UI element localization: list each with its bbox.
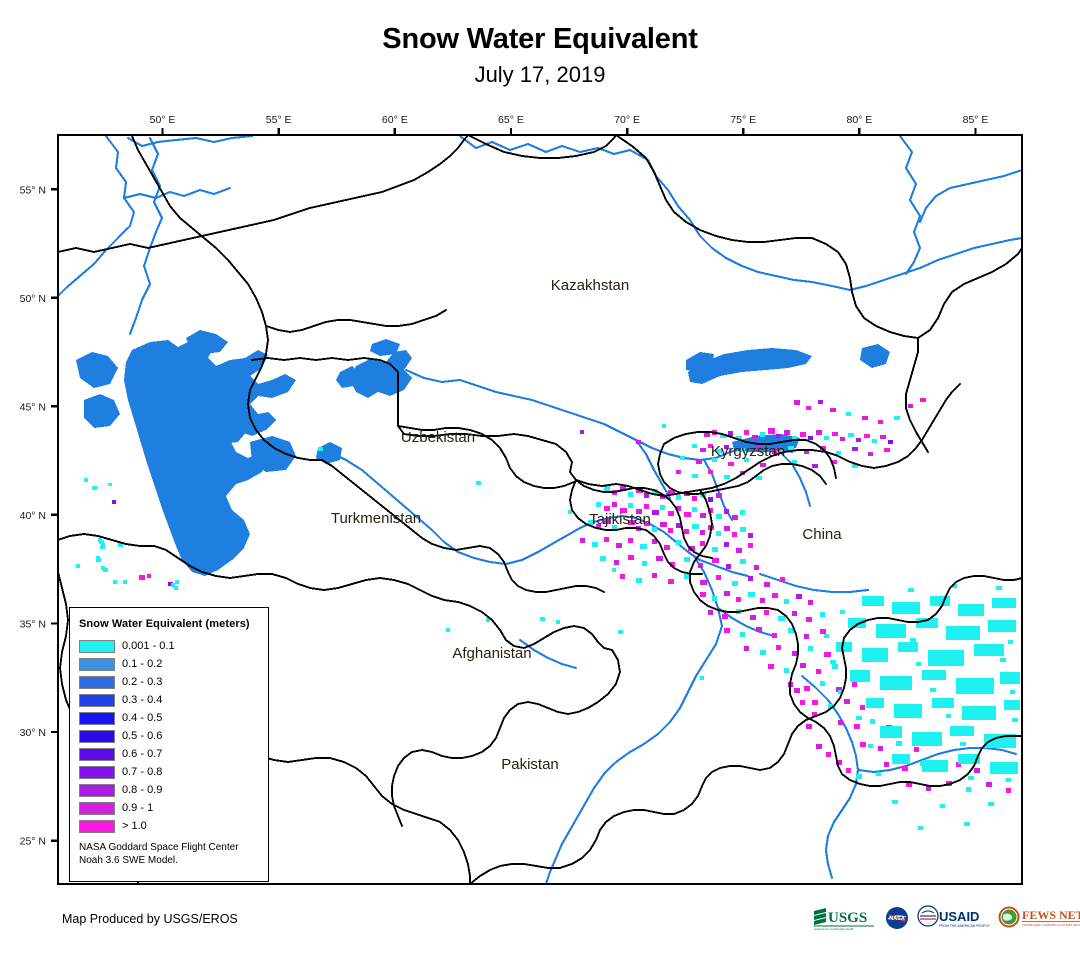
- legend-class-list: 0.001 - 0.1 0.1 - 0.2 0.2 - 0.3 0.3 - 0.4 0.…: [79, 637, 259, 835]
- lon-tick-label: 50° E: [150, 114, 176, 126]
- legend-label: 0.6 - 0.7: [122, 748, 163, 760]
- lon-tick-label: 65° E: [498, 114, 524, 126]
- lat-tick-label: 30° N: [20, 727, 46, 739]
- legend-swatch: [79, 639, 115, 653]
- legend-swatch: [79, 657, 115, 671]
- legend-label: 0.3 - 0.4: [122, 694, 163, 706]
- legend-label: 0.001 - 0.1: [122, 640, 175, 652]
- legend-row: 0.7 - 0.8: [79, 763, 259, 781]
- svg-text:USAID: USAID: [939, 909, 979, 924]
- country-label: Turkmenistan: [331, 510, 421, 527]
- country-label-group: Kazakhstan Uzbekistan Turkmenistan Tajikist…: [331, 277, 842, 773]
- producer-credit: Map Produced by USGS/EROS: [62, 912, 238, 926]
- map-header: Snow Water Equivalent July 17, 2019: [0, 0, 1080, 87]
- country-label: Uzbekistan: [401, 429, 475, 446]
- legend-swatch: [79, 675, 115, 689]
- fewsnet-logo[interactable]: FEWS NET FAMINE EARLY WARNING SYSTEMS NE…: [997, 905, 1080, 931]
- legend-swatch: [79, 693, 115, 707]
- agency-logo-strip: USGS science for a changing world NASA U…: [812, 903, 1080, 933]
- svg-text:FROM THE AMERICAN PEOPLE: FROM THE AMERICAN PEOPLE: [939, 924, 990, 928]
- country-label: Afghanistan: [452, 645, 531, 662]
- legend-swatch: [79, 711, 115, 725]
- legend-swatch: [79, 729, 115, 743]
- lat-tick-label: 35° N: [20, 618, 46, 630]
- lat-tick-label: 45° N: [20, 401, 46, 413]
- country-label: Pakistan: [501, 756, 559, 773]
- svg-text:science for a changing world: science for a changing world: [814, 927, 853, 931]
- swe-himalaya-rim: [794, 688, 862, 779]
- legend-label: 0.7 - 0.8: [122, 766, 163, 778]
- legend-row: > 1.0: [79, 817, 259, 835]
- legend-swatch: [79, 819, 115, 833]
- lat-tick-label: 50° N: [20, 293, 46, 305]
- usaid-logo[interactable]: USAID FROM THE AMERICAN PEOPLE: [916, 905, 990, 931]
- lon-tick-label: 60° E: [382, 114, 408, 126]
- legend-row: 0.001 - 0.1: [79, 637, 259, 655]
- water-bodies: [76, 330, 890, 576]
- swe-karakoram: [700, 591, 1011, 793]
- legend-title: Snow Water Equivalent (meters): [79, 618, 250, 630]
- map-legend[interactable]: Snow Water Equivalent (meters) 0.001 - 0…: [69, 607, 269, 882]
- legend-row: 0.1 - 0.2: [79, 655, 259, 673]
- legend-row: 0.4 - 0.5: [79, 709, 259, 727]
- country-label: Kazakhstan: [551, 277, 629, 294]
- legend-row: 0.9 - 1: [79, 799, 259, 817]
- country-label: China: [802, 526, 842, 543]
- legend-credit: NASA Goddard Space Flight Center Noah 3.…: [79, 842, 239, 866]
- swe-tienshan: [676, 428, 893, 480]
- lon-tick-label: 85° E: [963, 114, 989, 126]
- swe-tibet: [824, 584, 1020, 830]
- lat-tick-label: 40° N: [20, 510, 46, 522]
- lon-tick-label: 75° E: [730, 114, 756, 126]
- page-title: Snow Water Equivalent: [382, 23, 698, 55]
- legend-label: > 1.0: [122, 820, 147, 832]
- legend-swatch: [79, 765, 115, 779]
- legend-label: 0.2 - 0.3: [122, 676, 163, 688]
- swe-pamir: [580, 486, 785, 587]
- lat-tick-label: 25° N: [20, 836, 46, 848]
- lon-tick-label: 55° E: [266, 114, 292, 126]
- country-label: Tajikistan: [589, 511, 651, 528]
- legend-swatch: [79, 747, 115, 761]
- svg-text:FEWS NET: FEWS NET: [1022, 908, 1080, 922]
- legend-swatch: [79, 801, 115, 815]
- legend-row: 0.5 - 0.6: [79, 727, 259, 745]
- legend-label: 0.9 - 1: [122, 802, 154, 814]
- legend-row: 0.6 - 0.7: [79, 745, 259, 763]
- svg-text:USGS: USGS: [828, 910, 867, 926]
- lat-tick-label: 55° N: [20, 184, 46, 196]
- legend-label: 0.1 - 0.2: [122, 658, 163, 670]
- nasa-logo[interactable]: NASA: [885, 906, 909, 930]
- page-subtitle: July 17, 2019: [474, 62, 606, 88]
- country-label: Kyrgyzstan: [711, 443, 785, 460]
- legend-row: 0.2 - 0.3: [79, 673, 259, 691]
- legend-label: 0.5 - 0.6: [122, 730, 163, 742]
- svg-text:NASA: NASA: [889, 916, 905, 922]
- svg-text:FAMINE EARLY WARNING SYSTEMS N: FAMINE EARLY WARNING SYSTEMS NETWORK: [1022, 923, 1080, 927]
- usgs-logo[interactable]: USGS science for a changing world: [812, 905, 878, 931]
- legend-swatch: [79, 783, 115, 797]
- legend-label: 0.8 - 0.9: [122, 784, 163, 796]
- legend-label: 0.4 - 0.5: [122, 712, 163, 724]
- lon-tick-label: 80° E: [846, 114, 872, 126]
- lon-tick-label: 70° E: [614, 114, 640, 126]
- legend-row: 0.8 - 0.9: [79, 781, 259, 799]
- legend-row: 0.3 - 0.4: [79, 691, 259, 709]
